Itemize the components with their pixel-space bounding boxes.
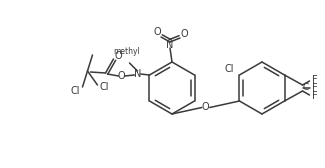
Text: N: N [166,40,174,50]
Text: F: F [312,83,317,93]
Text: O: O [202,102,210,113]
Text: O: O [115,51,122,61]
Text: Cl: Cl [225,64,234,74]
Text: F: F [312,75,317,85]
Text: methyl: methyl [113,47,140,56]
Text: N: N [134,69,141,79]
Text: O: O [180,29,188,39]
Text: Cl: Cl [71,86,80,96]
Text: C: C [302,83,309,93]
Text: O: O [153,27,161,37]
Text: F: F [312,91,317,101]
Text: Cl: Cl [100,82,109,92]
Text: O: O [118,71,125,81]
